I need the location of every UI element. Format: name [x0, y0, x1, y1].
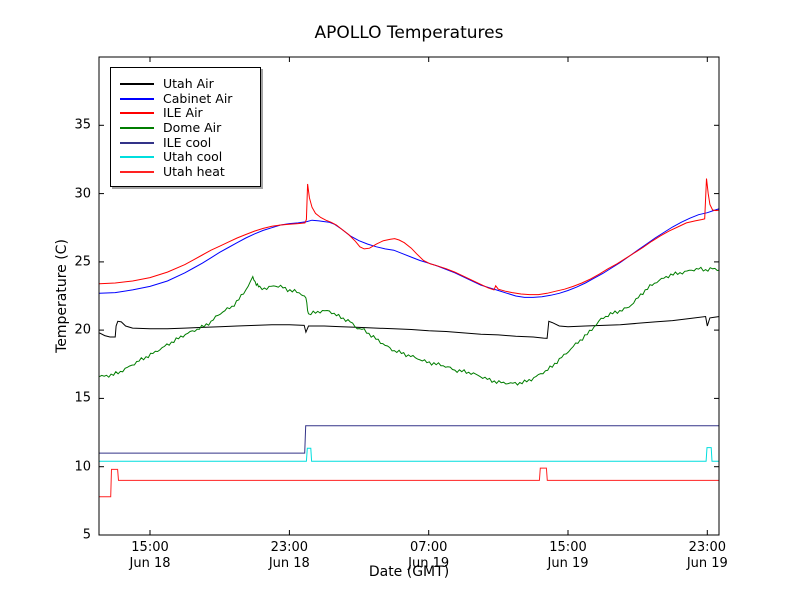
y-tick-label-15: 15	[74, 390, 91, 406]
legend-box: Utah Air Cabinet Air ILE Air Dome Air ILE co…	[110, 67, 261, 187]
legend-item-utah-air: Utah Air	[120, 77, 260, 92]
legend-line-sample	[120, 112, 154, 115]
legend-line-sample	[120, 127, 154, 130]
legend-label: Utah Air	[163, 76, 214, 92]
series-line-dome-air	[99, 266, 720, 386]
legend-label: ILE cool	[163, 134, 212, 150]
series-line-utah-heat	[99, 467, 720, 498]
series-line-utah-cool	[99, 447, 720, 462]
x-tick-label-3: 15:00 Jun 19	[528, 540, 608, 572]
series-line-cabinet-air	[99, 208, 720, 298]
legend-line-sample	[120, 97, 154, 100]
legend-line-sample	[120, 141, 154, 144]
x-tick-label-0: 15:00 Jun 18	[110, 540, 190, 572]
legend-label: Cabinet Air	[163, 90, 233, 106]
y-tick-label-10: 10	[74, 459, 91, 475]
x-tick-label-1: 23:00 Jun 18	[249, 540, 329, 572]
legend-label: Utah heat	[163, 163, 225, 179]
y-tick-label-25: 25	[74, 254, 91, 270]
legend-line-sample	[120, 170, 154, 173]
y-tick-label-35: 35	[74, 117, 91, 133]
x-tick-label-4: 23:00 Jun 19	[667, 540, 747, 572]
x-tick-time: 15:00	[549, 540, 587, 555]
legend-line-sample	[120, 156, 154, 159]
legend-item-utah-cool: Utah cool	[120, 150, 260, 165]
series-line-ile-cool	[99, 425, 720, 454]
x-tick-time: 23:00	[270, 540, 309, 555]
x-axis-label: Date (GMT)	[368, 564, 450, 580]
legend-item-ile-cool: ILE cool	[120, 135, 260, 150]
legend-item-utah-heat: Utah heat	[120, 163, 260, 180]
x-tick-date: Jun 18	[129, 556, 171, 571]
y-tick-label-20: 20	[74, 322, 91, 338]
x-tick-date: Jun 19	[686, 556, 728, 571]
legend-label: Dome Air	[163, 120, 222, 136]
x-tick-time: 07:00	[409, 540, 448, 555]
legend-line-sample	[120, 83, 154, 86]
legend-item-cabinet-air: Cabinet Air	[120, 90, 260, 107]
x-tick-time: 23:00	[688, 540, 727, 555]
x-tick-time: 15:00	[131, 540, 169, 555]
x-tick-date: Jun 18	[268, 556, 310, 571]
legend-label: Utah cool	[163, 149, 223, 165]
series-line-ile-air	[99, 178, 720, 296]
x-tick-date: Jun 19	[408, 556, 450, 571]
axes-spines	[98, 56, 720, 536]
chart-title: APOLLO Temperatures	[314, 23, 504, 43]
x-tick-date: Jun 19	[547, 556, 589, 571]
x-tick-label-2: 07:00 Jun 19	[389, 540, 469, 572]
y-tick-label-5: 5	[82, 527, 91, 543]
legend-item-ile-air: ILE Air	[120, 106, 260, 121]
y-tick-label-30: 30	[74, 186, 91, 202]
legend-label: ILE Air	[163, 105, 203, 121]
series-line-utah-air	[99, 315, 720, 339]
legend-item-dome-air: Dome Air	[120, 121, 260, 136]
